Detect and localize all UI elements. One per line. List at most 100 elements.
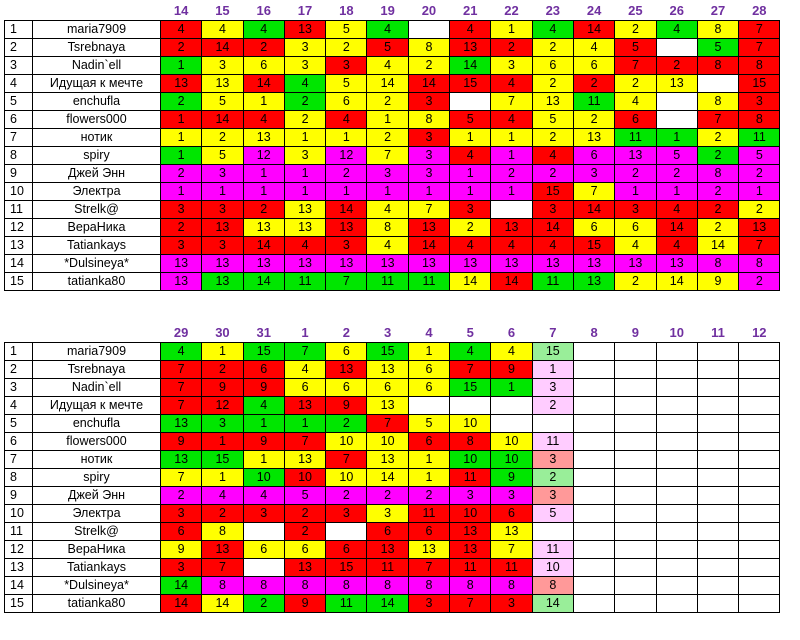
- score-cell: 6: [325, 342, 368, 361]
- score-cell: 6: [325, 378, 368, 397]
- table-row: 15 tatianka80 13 13 14 11 7 11 11 14 14 11 13 2 14 9 2: [4, 272, 781, 291]
- participant-name: Strelk@: [32, 522, 161, 541]
- day-header: 20: [408, 0, 450, 21]
- score-cell: 5: [325, 74, 368, 93]
- score-cell: 15: [572, 236, 616, 255]
- score-cell: 2: [531, 128, 574, 147]
- score-cell: [696, 450, 740, 469]
- participant-name: Идущая к мечте: [32, 74, 161, 93]
- score-cell: 6: [614, 218, 657, 237]
- row-number: 10: [4, 504, 33, 523]
- score-cell: 9: [696, 272, 740, 291]
- table-row: 10 Электра 3 2 3 2 3 3 11 10 6 5: [4, 504, 781, 523]
- score-cell: 13: [531, 92, 574, 111]
- score-cell: 3: [407, 594, 451, 613]
- row-number: 5: [4, 414, 33, 433]
- score-cell: 7: [490, 92, 533, 111]
- score-cell: 6: [366, 378, 409, 397]
- score-cell: 9: [325, 396, 368, 415]
- score-cell: 2: [614, 74, 657, 93]
- score-cell: [738, 522, 781, 541]
- score-cell: 8: [531, 576, 574, 595]
- score-cell: 2: [531, 396, 574, 415]
- score-cell: 8: [407, 110, 451, 129]
- score-cell: 13: [366, 360, 409, 379]
- participant-name: maria7909: [32, 342, 161, 361]
- score-cell: 15: [325, 558, 368, 577]
- score-cell: [614, 414, 657, 433]
- score-cell: 2: [242, 594, 285, 613]
- blank-header-name: [32, 322, 161, 343]
- score-cell: 10: [531, 558, 574, 577]
- score-cell: 9: [159, 540, 203, 559]
- score-cell: 7: [738, 236, 781, 255]
- score-cell: 14: [242, 74, 285, 93]
- score-cell: 7: [738, 20, 781, 39]
- score-cell: 2: [655, 164, 698, 183]
- score-cell: 4: [242, 20, 285, 39]
- score-cell: 7: [159, 468, 203, 487]
- score-cell: [572, 360, 616, 379]
- score-cell: 10: [490, 450, 533, 469]
- score-cell: 14: [655, 218, 698, 237]
- score-cell: 5: [407, 414, 451, 433]
- score-cell: [614, 540, 657, 559]
- day-header: 2: [325, 322, 367, 343]
- score-cell: 11: [449, 558, 492, 577]
- score-cell: 14: [201, 594, 244, 613]
- score-cell: 2: [325, 486, 368, 505]
- score-cell: 4: [283, 236, 327, 255]
- score-cell: 13: [655, 254, 698, 273]
- score-cell: 14: [696, 236, 740, 255]
- score-cell: 5: [201, 146, 244, 165]
- score-cell: 2: [572, 74, 616, 93]
- score-cell: 2: [242, 38, 285, 57]
- score-cell: [696, 360, 740, 379]
- participant-name: Nadin`ell: [32, 56, 161, 75]
- row-number: 14: [4, 254, 33, 273]
- score-cell: [614, 558, 657, 577]
- score-cell: 1: [490, 20, 533, 39]
- score-cell: 14: [325, 200, 368, 219]
- score-cell: 11: [531, 432, 574, 451]
- score-cell: 1: [449, 182, 492, 201]
- table-row: 12 ВераНика 2 13 13 13 13 8 13 2 13 14 6 6 14 2 13: [4, 218, 781, 237]
- score-cell: 10: [366, 432, 409, 451]
- score-cell: 2: [283, 504, 327, 523]
- row-number: 10: [4, 182, 33, 201]
- score-cell: 2: [325, 38, 368, 57]
- score-cell: 15: [242, 342, 285, 361]
- score-cell: 6: [242, 360, 285, 379]
- score-cell: 15: [366, 342, 409, 361]
- score-cell: 4: [490, 74, 533, 93]
- score-cell: 4: [614, 92, 657, 111]
- score-cell: 6: [283, 540, 327, 559]
- score-cell: 2: [655, 56, 698, 75]
- day-header: 21: [449, 0, 491, 21]
- score-cell: [655, 92, 698, 111]
- score-cell: 13: [159, 272, 203, 291]
- day-header: 22: [490, 0, 533, 21]
- score-cell: 10: [242, 468, 285, 487]
- score-cell: 8: [696, 92, 740, 111]
- score-cell: [572, 468, 616, 487]
- table-row: 3 Nadin`ell 7 9 9 6 6 6 6 15 1 3: [4, 378, 781, 397]
- score-cell: 14: [449, 56, 492, 75]
- score-cell: [738, 342, 781, 361]
- score-cell: 12: [201, 396, 244, 415]
- score-cell: 1: [490, 146, 533, 165]
- score-cell: 3: [159, 200, 203, 219]
- score-cell: 2: [159, 218, 203, 237]
- score-cell: 4: [572, 38, 616, 57]
- score-cell: 14: [572, 200, 616, 219]
- score-cell: [449, 92, 492, 111]
- table-row: 6 flowers000 1 14 4 2 4 1 8 5 4 5 2 6 7 8: [4, 110, 781, 129]
- score-cell: 2: [696, 182, 740, 201]
- score-cell: 9: [201, 378, 244, 397]
- score-cell: 9: [490, 468, 533, 487]
- score-cell: 6: [407, 360, 451, 379]
- score-cell: [531, 414, 574, 433]
- score-cell: [696, 414, 740, 433]
- score-cell: 1: [242, 414, 285, 433]
- score-cell: [614, 468, 657, 487]
